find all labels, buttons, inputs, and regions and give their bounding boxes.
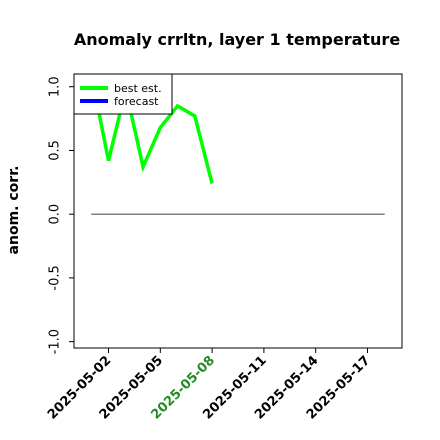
y-tick-label: 0.5 (48, 140, 63, 161)
legend-box (73, 73, 173, 115)
series-line-0 (89, 74, 214, 185)
y-tick-label: 1.0 (48, 76, 63, 97)
y-tick-label: -1.0 (48, 329, 63, 354)
legend: best est.forecast (73, 73, 173, 115)
series-layer (89, 74, 214, 185)
y-tick-label: 0.0 (48, 204, 63, 225)
x-ticks: 2025-05-022025-05-052025-05-082025-05-11… (45, 348, 373, 423)
y-axis-label: anom. corr. (6, 166, 22, 255)
y-ticks: -1.0 -0.5 0.0 0.5 1.0 (48, 76, 74, 354)
plot-frame (73, 73, 403, 349)
legend-label-0: best est. (114, 82, 162, 95)
chart-title: Anomaly crrltn, layer 1 temperature (74, 30, 400, 49)
y-tick-label: -0.5 (48, 265, 63, 290)
legend-label-1: forecast (114, 95, 159, 108)
